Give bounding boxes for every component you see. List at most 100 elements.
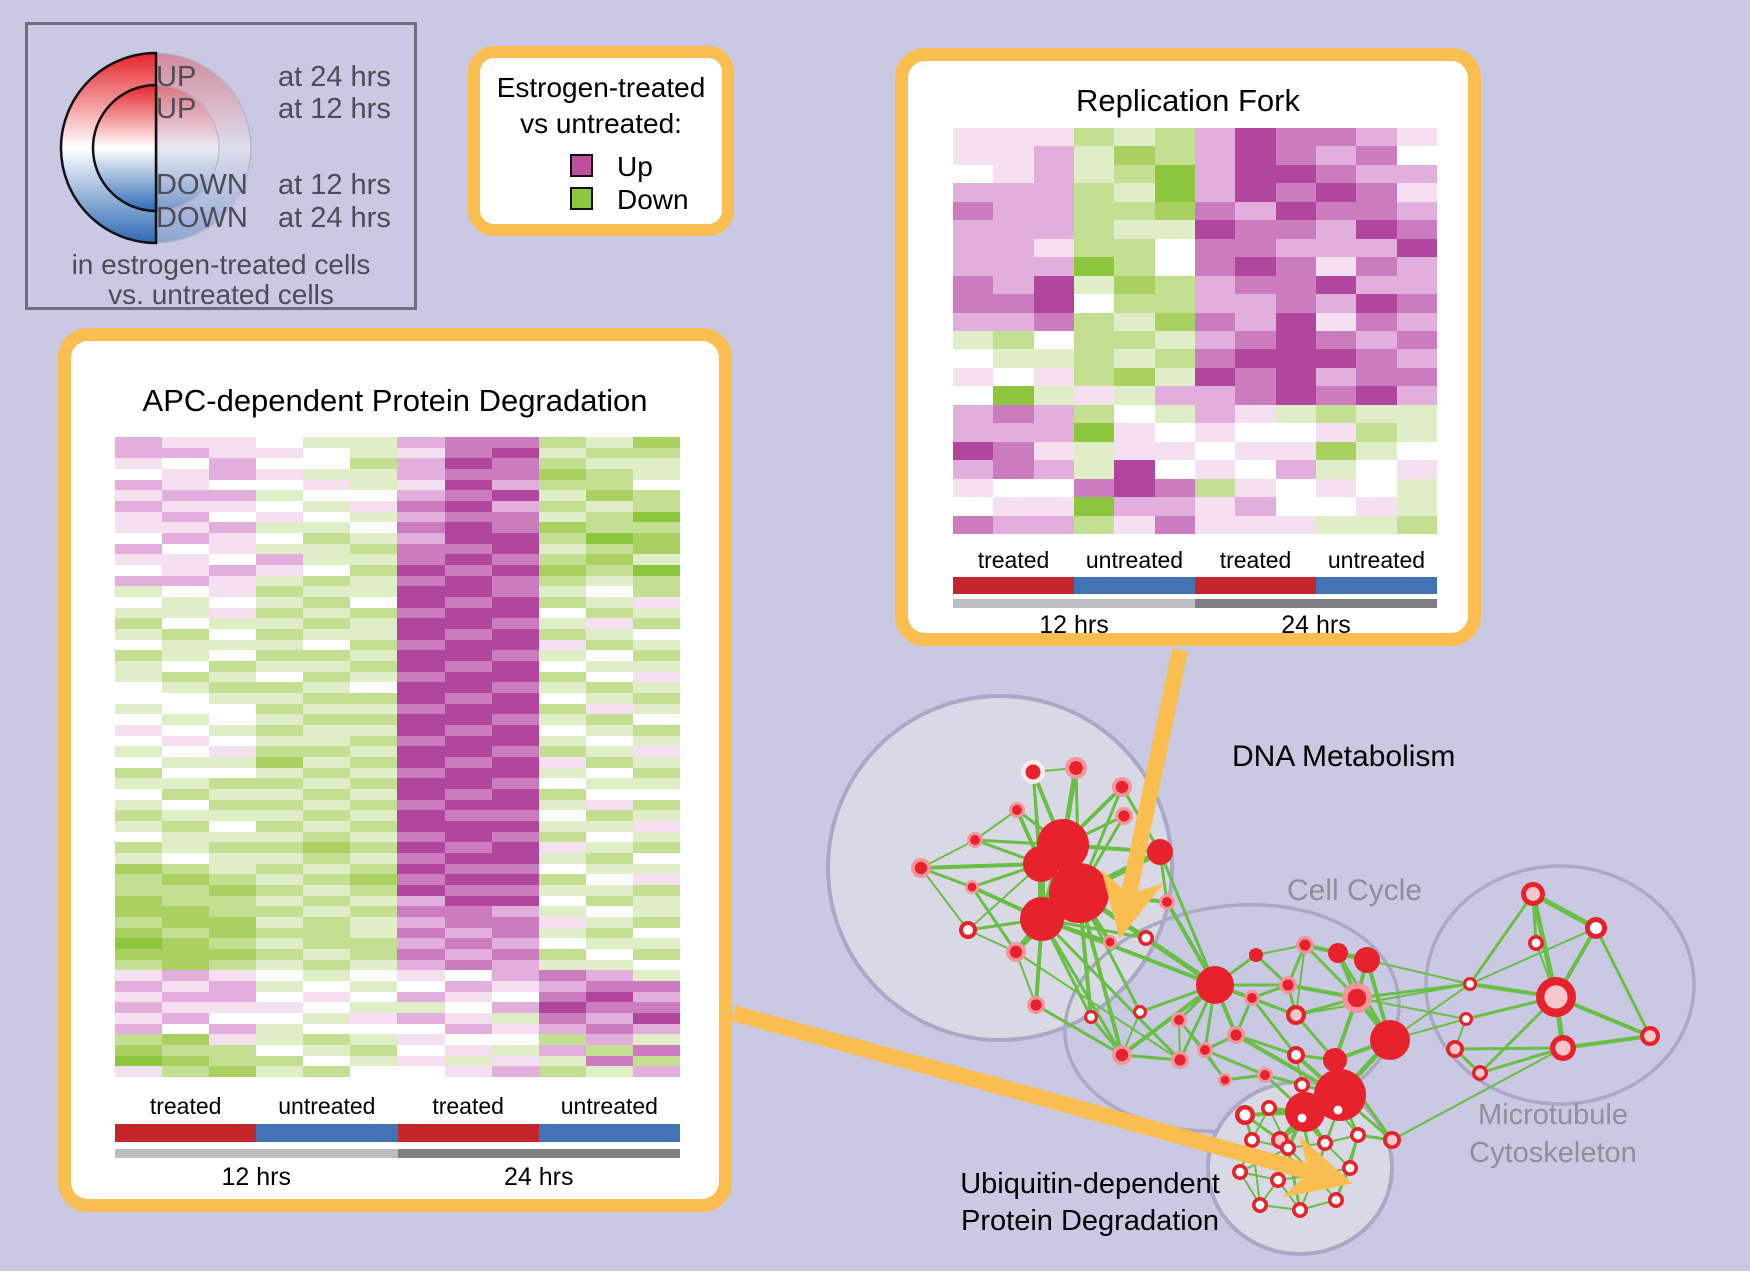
heatmap-cell: [1396, 404, 1437, 424]
heatmap-cell: [209, 821, 257, 832]
heatmap-cell: [632, 1002, 680, 1013]
heatmap-cell: [350, 671, 398, 683]
heatmap-cell: [162, 469, 210, 480]
heatmap-cell: [397, 746, 445, 757]
heatmap-cell: [397, 927, 445, 939]
heatmap-cell: [209, 725, 257, 736]
heatmap-cell: [585, 479, 633, 491]
heatmap-cell: [397, 437, 445, 448]
heatmap-cell: [209, 938, 257, 949]
heatmap-cell: [162, 799, 210, 811]
heatmap-cell: [632, 522, 680, 533]
heatmap-cell: [538, 639, 586, 651]
heatmap-cell: [1154, 220, 1195, 239]
heatmap-cell: [444, 842, 492, 853]
heatmap-cell: [585, 831, 633, 843]
heatmap-cell: [303, 575, 351, 587]
heatmap-cell: [350, 853, 398, 864]
heatmap-cell: [303, 1045, 351, 1056]
heatmap-cell: [303, 799, 351, 811]
heatmap-cell: [632, 586, 680, 597]
heatmap-cell: [115, 693, 163, 704]
heatmap-cell: [1275, 349, 1316, 368]
heatmap-cell: [303, 533, 351, 544]
heatmap-cell: [1396, 423, 1437, 442]
heatmap-cell: [209, 981, 257, 992]
heatmap-cell: [1114, 312, 1155, 331]
heatmap-cell: [1235, 460, 1276, 479]
key-up-24-time: at 24 hrs: [278, 61, 391, 93]
heatmap-cell: [632, 554, 680, 565]
heatmap-cell: [491, 661, 539, 672]
heatmap-cell: [350, 661, 398, 672]
heatmap-cell: [303, 981, 351, 992]
heatmap-cell: [1356, 275, 1397, 295]
heatmap-cell: [115, 447, 163, 459]
heatmap-cell: [350, 501, 398, 512]
heatmap-cell: [538, 565, 586, 576]
heatmap-cell: [397, 1013, 445, 1024]
heatmap-cell: [397, 543, 445, 555]
heatmap-cell: [162, 533, 210, 544]
heatmap-cell: [953, 331, 994, 350]
heatmap-cell: [1154, 146, 1195, 165]
heatmap-cell: [1235, 146, 1276, 165]
heatmap-cell: [209, 490, 257, 501]
heatmap-cell: [256, 1055, 304, 1067]
heatmap-cell: [1235, 312, 1276, 331]
heatmap-cell: [303, 714, 351, 725]
heatmap-cell: [162, 895, 210, 907]
heatmap-cell: [1073, 164, 1115, 184]
heatmap-cell: [115, 821, 163, 832]
heatmap-cell: [1114, 238, 1155, 258]
heatmap-cell: [162, 639, 210, 651]
apc-time-12hrs: 12 hrs: [221, 1163, 291, 1191]
heatmap-cell: [444, 735, 492, 747]
heatmap-cell: [444, 607, 492, 619]
ubiquitin-label-line2: Protein Degradation: [961, 1205, 1219, 1237]
heatmap-cell: [256, 746, 304, 757]
heatmap-cell: [1033, 164, 1074, 184]
heatmap-cell: [585, 671, 633, 683]
heatmap-cell: [162, 479, 210, 491]
heatmap-cell: [303, 597, 351, 608]
heatmap-cell: [444, 682, 492, 693]
heatmap-cell: [209, 885, 257, 896]
heatmap-cell: [585, 618, 633, 629]
heatmap-cell: [491, 1045, 539, 1056]
heatmap-cell: [585, 607, 633, 619]
heatmap-cell: [256, 607, 304, 619]
heatmap-cell: [1073, 275, 1115, 295]
heatmap-cell: [1235, 497, 1276, 516]
heatmap-cell: [1396, 515, 1437, 534]
heatmap-cell: [538, 938, 586, 949]
heatmap-cell: [953, 201, 994, 221]
heatmap-cell: [162, 874, 210, 885]
heatmap-cell: [1114, 515, 1155, 534]
heatmap-cell: [1315, 441, 1357, 461]
heatmap-cell: [538, 789, 586, 800]
heatmap-cell: [632, 895, 680, 907]
heatmap-cell: [209, 682, 257, 693]
heatmap-cell: [397, 703, 445, 715]
heatmap-cell: [303, 853, 351, 864]
heatmap-cell: [397, 1066, 445, 1077]
heatmap-cell: [209, 853, 257, 864]
heatmap-cell: [444, 479, 492, 491]
heatmap-cell: [632, 650, 680, 661]
heatmap-cell: [444, 671, 492, 683]
heatmap-cell: [491, 693, 539, 704]
heatmap-cell: [256, 501, 304, 512]
heatmap-cell: [397, 554, 445, 565]
heatmap-cell: [1315, 497, 1357, 516]
heatmap-cell: [1073, 441, 1115, 461]
heatmap-cell: [209, 714, 257, 725]
heatmap-cell: [444, 703, 492, 715]
heatmap-cell: [209, 639, 257, 651]
heatmap-cell: [303, 746, 351, 757]
heatmap-cell: [1235, 128, 1276, 147]
heatmap-cell: [1114, 349, 1155, 368]
heatmap-cell: [209, 458, 257, 469]
heatmap-cell: [1073, 515, 1115, 534]
heatmap-cell: [209, 949, 257, 960]
